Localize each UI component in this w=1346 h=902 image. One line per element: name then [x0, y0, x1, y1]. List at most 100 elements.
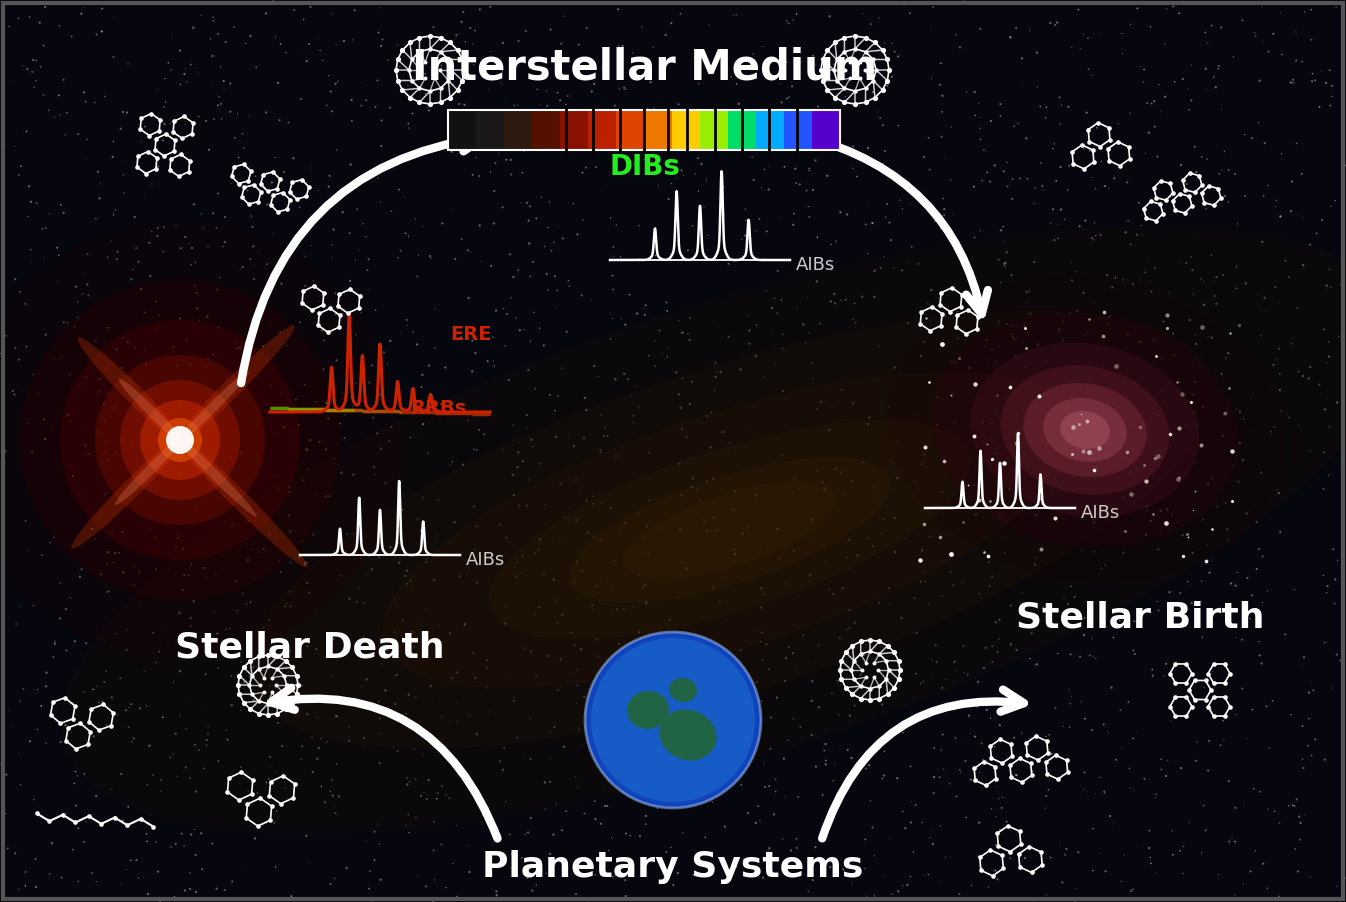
Point: [979, 579, 1000, 594]
Point: [71, 562, 93, 576]
Point: [935, 672, 957, 686]
Point: [925, 638, 946, 652]
Point: [497, 307, 518, 321]
Point: [377, 0, 398, 11]
Point: [265, 30, 287, 44]
Point: [171, 826, 192, 841]
Point: [397, 807, 419, 822]
Point: [604, 868, 626, 882]
Point: [415, 87, 436, 101]
Point: [537, 108, 559, 123]
Point: [818, 422, 840, 437]
Point: [186, 885, 207, 899]
Point: [576, 493, 598, 508]
Point: [559, 108, 580, 123]
Point: [472, 808, 494, 823]
Point: [163, 340, 184, 354]
Point: [280, 644, 302, 658]
Point: [1162, 824, 1183, 838]
Point: [303, 528, 324, 542]
Point: [153, 149, 175, 163]
Point: [170, 147, 191, 161]
Point: [638, 348, 660, 363]
Point: [852, 456, 874, 470]
Point: [43, 649, 65, 664]
Point: [1069, 418, 1090, 432]
Point: [265, 860, 287, 874]
Point: [232, 189, 253, 204]
Point: [879, 597, 900, 612]
Point: [849, 688, 871, 703]
Point: [315, 489, 336, 503]
Point: [0, 703, 20, 717]
Point: [1285, 792, 1307, 806]
Point: [536, 84, 557, 98]
Point: [1219, 667, 1241, 681]
Point: [171, 131, 192, 145]
Point: [405, 772, 427, 787]
Point: [1302, 749, 1323, 763]
Point: [600, 332, 622, 346]
Point: [602, 604, 623, 619]
Point: [818, 742, 840, 757]
Bar: [756, 110, 783, 150]
Point: [464, 151, 486, 165]
Point: [485, 156, 506, 170]
Point: [493, 762, 514, 777]
Point: [767, 521, 789, 536]
Point: [1184, 374, 1206, 389]
Point: [618, 127, 639, 142]
Point: [907, 257, 929, 272]
Point: [322, 668, 343, 683]
Point: [534, 498, 556, 512]
Point: [26, 879, 47, 894]
Point: [17, 209, 39, 224]
Point: [1141, 668, 1163, 683]
Point: [443, 77, 464, 91]
Point: [758, 159, 779, 173]
Point: [1004, 767, 1026, 781]
Point: [175, 230, 197, 244]
Point: [491, 200, 513, 215]
Point: [237, 174, 258, 189]
Point: [374, 684, 396, 698]
Point: [353, 731, 374, 745]
Point: [941, 547, 962, 561]
Ellipse shape: [20, 280, 341, 600]
Point: [1003, 731, 1024, 745]
Point: [1144, 450, 1166, 465]
Point: [931, 680, 953, 695]
Point: [22, 65, 43, 79]
Point: [78, 809, 100, 824]
Point: [786, 300, 808, 315]
Point: [401, 73, 423, 87]
Point: [627, 507, 649, 521]
Point: [1158, 753, 1179, 768]
Point: [843, 396, 864, 410]
Point: [923, 769, 945, 784]
Point: [408, 613, 429, 628]
Point: [670, 678, 692, 693]
Point: [458, 244, 479, 258]
Point: [890, 663, 911, 677]
Point: [1198, 329, 1219, 344]
Point: [1179, 166, 1201, 180]
Point: [326, 694, 347, 708]
Point: [643, 101, 665, 115]
Point: [517, 870, 538, 885]
Point: [300, 0, 322, 14]
Point: [910, 305, 931, 319]
Point: [1184, 140, 1206, 154]
Point: [466, 519, 487, 533]
Point: [455, 126, 476, 141]
Point: [1322, 681, 1343, 695]
Point: [326, 37, 347, 51]
Point: [551, 36, 572, 51]
Point: [1047, 307, 1069, 321]
Point: [342, 176, 363, 190]
Point: [240, 164, 261, 179]
Point: [1195, 824, 1217, 838]
Point: [32, 87, 54, 102]
Point: [964, 108, 985, 123]
Point: [1119, 891, 1140, 902]
